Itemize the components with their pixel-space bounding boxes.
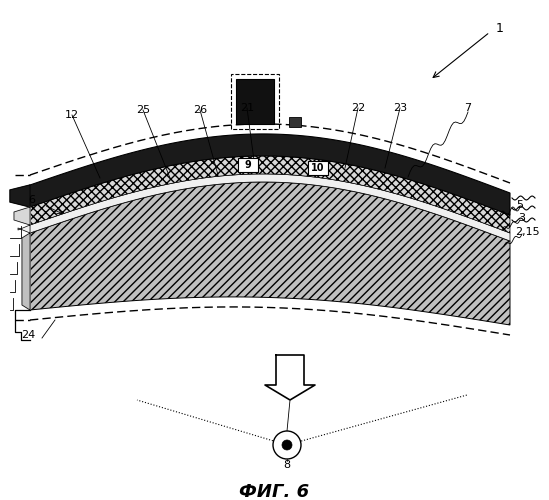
Text: 22: 22 — [351, 103, 365, 113]
Polygon shape — [30, 182, 510, 325]
Polygon shape — [30, 134, 510, 215]
Polygon shape — [18, 225, 30, 233]
Text: 2,15: 2,15 — [515, 227, 539, 237]
Text: 7: 7 — [464, 103, 472, 113]
Text: 12: 12 — [65, 110, 79, 120]
Polygon shape — [289, 117, 301, 127]
Text: 8: 8 — [283, 460, 290, 470]
Text: 5: 5 — [517, 200, 524, 210]
Text: 1: 1 — [496, 22, 504, 35]
Text: 6: 6 — [29, 195, 36, 205]
Circle shape — [273, 431, 301, 459]
Polygon shape — [22, 233, 30, 310]
Text: 9: 9 — [245, 160, 251, 170]
Polygon shape — [14, 207, 30, 225]
Text: 21: 21 — [240, 103, 254, 113]
Text: 10: 10 — [311, 164, 325, 173]
Text: ФИГ. 6: ФИГ. 6 — [239, 483, 309, 500]
Text: 25: 25 — [136, 105, 150, 115]
Polygon shape — [265, 355, 315, 400]
Text: 26: 26 — [193, 105, 207, 115]
Text: 3: 3 — [518, 213, 525, 223]
Polygon shape — [30, 156, 510, 233]
FancyBboxPatch shape — [238, 158, 258, 172]
Text: 23: 23 — [393, 103, 407, 113]
Polygon shape — [30, 174, 510, 241]
FancyBboxPatch shape — [308, 162, 328, 175]
Circle shape — [282, 440, 292, 450]
Text: 24: 24 — [21, 330, 35, 340]
Polygon shape — [236, 79, 274, 124]
Polygon shape — [10, 185, 30, 207]
